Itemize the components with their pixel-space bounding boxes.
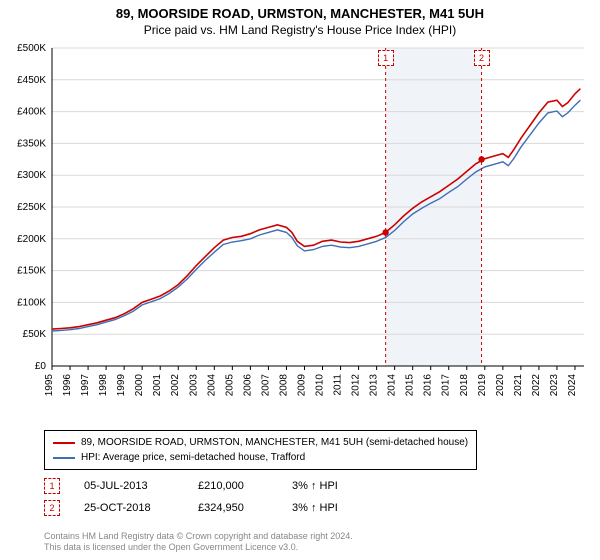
svg-text:1998: 1998 [98,374,109,397]
svg-text:1999: 1999 [116,374,127,397]
svg-text:2019: 2019 [477,374,488,397]
sale-date: 25-OCT-2018 [84,502,174,514]
line-chart-svg: £0 £50K £100K £150K £200K £250K £300K £350K £400… [8,42,592,420]
svg-text:1995: 1995 [44,374,55,397]
svg-text:2017: 2017 [441,374,452,397]
svg-text:2013: 2013 [369,374,380,397]
svg-text:2001: 2001 [152,374,163,397]
legend-swatch [53,442,75,444]
chart-area: £0 £50K £100K £150K £200K £250K £300K £350K £400… [8,42,592,420]
svg-text:2014: 2014 [387,374,398,397]
svg-text:2004: 2004 [206,374,217,397]
sale-pct: 3% ↑ HPI [292,502,338,514]
svg-text:2008: 2008 [278,374,289,397]
sale-annot-icon: 2 [474,50,490,66]
svg-text:2005: 2005 [224,374,235,397]
svg-text:£500K: £500K [17,43,46,54]
legend-item: HPI: Average price, semi-detached house,… [53,450,468,465]
svg-text:2023: 2023 [549,374,560,397]
svg-text:2006: 2006 [242,374,253,397]
svg-text:£450K: £450K [17,75,46,86]
legend-label: HPI: Average price, semi-detached house,… [81,450,305,465]
sale-date: 05-JUL-2013 [84,480,174,492]
svg-text:£50K: £50K [23,329,47,340]
chart-title: 89, MOORSIDE ROAD, URMSTON, MANCHESTER, … [0,0,600,21]
legend-swatch [53,457,75,459]
svg-text:£350K: £350K [17,138,46,149]
sale-price: £324,950 [198,502,268,514]
svg-text:2011: 2011 [333,374,344,396]
svg-text:£250K: £250K [17,202,46,213]
svg-text:2012: 2012 [351,374,362,397]
footer-line: Contains HM Land Registry data © Crown c… [44,531,353,543]
svg-text:£400K: £400K [17,107,46,118]
chart-subtitle: Price paid vs. HM Land Registry's House … [0,21,600,37]
sale-row: 1 05-JUL-2013 £210,000 3% ↑ HPI [44,478,338,494]
sale-marker-icon: 1 [44,478,60,494]
sale-price: £210,000 [198,480,268,492]
sale-row: 2 25-OCT-2018 £324,950 3% ↑ HPI [44,500,338,516]
sale-marker-icon: 2 [44,500,60,516]
svg-text:2021: 2021 [513,374,524,397]
footer-text: Contains HM Land Registry data © Crown c… [44,531,353,554]
svg-text:1996: 1996 [62,374,73,397]
sale-annot-icon: 1 [378,50,394,66]
svg-text:£200K: £200K [17,234,46,245]
svg-text:£100K: £100K [17,297,46,308]
svg-text:2000: 2000 [134,374,145,397]
svg-text:2016: 2016 [423,374,434,397]
svg-text:£150K: £150K [17,266,46,277]
sales-table: 1 05-JUL-2013 £210,000 3% ↑ HPI 2 25-OCT… [44,472,338,516]
svg-text:£0: £0 [35,361,47,372]
svg-text:2010: 2010 [315,374,326,397]
legend-item: 89, MOORSIDE ROAD, URMSTON, MANCHESTER, … [53,435,468,450]
svg-text:2020: 2020 [495,374,506,397]
svg-text:2003: 2003 [188,374,199,397]
footer-line: This data is licensed under the Open Gov… [44,542,353,554]
svg-text:1997: 1997 [80,374,91,397]
svg-text:2022: 2022 [531,374,542,397]
svg-text:£300K: £300K [17,170,46,181]
legend-label: 89, MOORSIDE ROAD, URMSTON, MANCHESTER, … [81,435,468,450]
svg-text:2018: 2018 [459,374,470,397]
sale-pct: 3% ↑ HPI [292,480,338,492]
legend-box: 89, MOORSIDE ROAD, URMSTON, MANCHESTER, … [44,430,477,470]
svg-text:2024: 2024 [567,374,578,397]
svg-text:2009: 2009 [296,374,307,397]
svg-text:2015: 2015 [405,374,416,397]
svg-text:2002: 2002 [170,374,181,397]
svg-text:2007: 2007 [260,374,271,397]
